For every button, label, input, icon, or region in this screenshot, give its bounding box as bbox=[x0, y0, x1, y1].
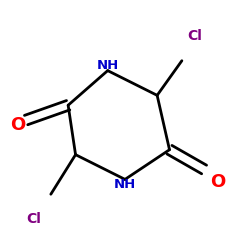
Text: Cl: Cl bbox=[187, 29, 202, 43]
Text: NH: NH bbox=[96, 59, 119, 72]
Text: O: O bbox=[210, 173, 225, 191]
Text: Cl: Cl bbox=[26, 212, 41, 226]
Text: O: O bbox=[10, 116, 25, 134]
Text: NH: NH bbox=[114, 178, 136, 191]
